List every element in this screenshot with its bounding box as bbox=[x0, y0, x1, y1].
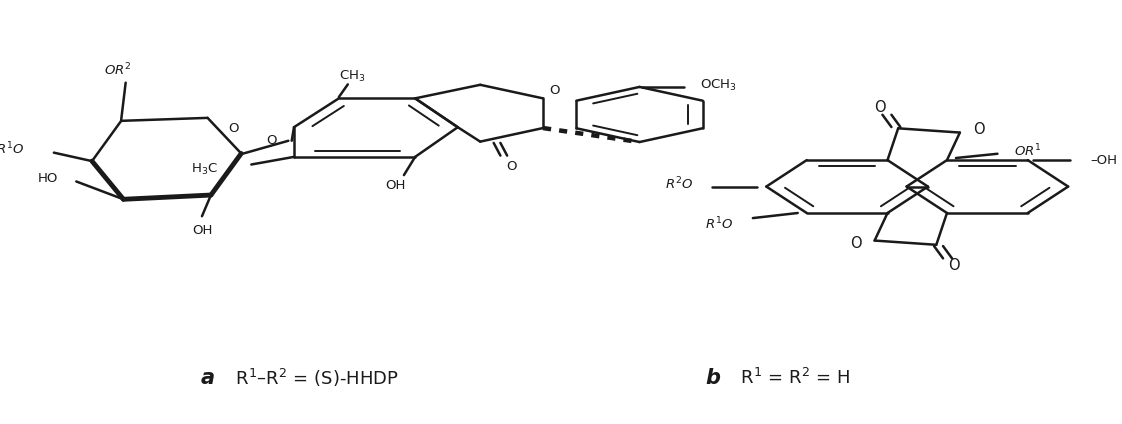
Text: CH$_3$: CH$_3$ bbox=[339, 69, 366, 84]
Text: $OR^1$: $OR^1$ bbox=[1014, 142, 1041, 159]
Text: OH: OH bbox=[192, 224, 212, 237]
Text: H$_3$C: H$_3$C bbox=[191, 162, 218, 177]
Text: $OR^2$: $OR^2$ bbox=[104, 61, 131, 78]
Text: HO: HO bbox=[38, 173, 58, 185]
Text: OH: OH bbox=[385, 179, 405, 192]
Text: –OH: –OH bbox=[1091, 153, 1118, 167]
Text: OCH$_3$: OCH$_3$ bbox=[700, 78, 736, 93]
Text: $R^1O$: $R^1O$ bbox=[0, 141, 25, 158]
Text: a: a bbox=[201, 368, 214, 388]
Text: O: O bbox=[506, 160, 517, 173]
Text: $R^2O$: $R^2O$ bbox=[664, 176, 693, 193]
Text: R$^{1}$–R$^{2}$ = (S)-HHDP: R$^{1}$–R$^{2}$ = (S)-HHDP bbox=[230, 367, 398, 389]
Text: O: O bbox=[973, 122, 985, 137]
Text: O: O bbox=[948, 259, 960, 273]
Text: O: O bbox=[266, 134, 277, 147]
Text: O: O bbox=[849, 237, 862, 251]
Text: O: O bbox=[874, 100, 886, 114]
Text: O: O bbox=[228, 122, 239, 134]
Text: $R^1O$: $R^1O$ bbox=[705, 215, 734, 232]
Text: O: O bbox=[549, 84, 560, 97]
Text: R$^{1}$ = R$^{2}$ = H: R$^{1}$ = R$^{2}$ = H bbox=[735, 368, 849, 388]
Text: b: b bbox=[705, 368, 720, 388]
